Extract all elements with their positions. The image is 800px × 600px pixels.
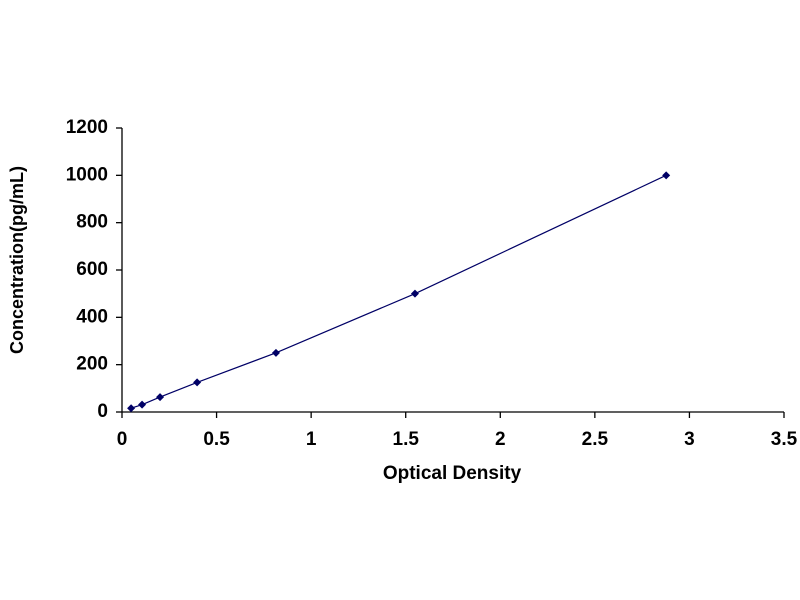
x-tick-label: 2.5	[582, 429, 609, 450]
data-point	[127, 404, 136, 413]
data-point	[156, 393, 165, 402]
y-tick-label: 1000	[66, 164, 108, 185]
data-point	[193, 378, 202, 387]
x-tick-label: 1.5	[393, 429, 420, 450]
fit-line	[130, 174, 667, 409]
x-axis-title: Optical Density	[383, 463, 522, 484]
x-tick-label: 3.5	[771, 429, 798, 450]
y-tick-label: 200	[76, 354, 108, 375]
data-point	[138, 400, 147, 409]
x-tick-label: 0	[117, 429, 128, 450]
x-tick-label: 2	[495, 429, 506, 450]
data-point	[271, 348, 280, 357]
x-tick-label: 3	[684, 429, 695, 450]
data-point	[410, 289, 419, 298]
y-tick-label: 0	[97, 401, 108, 422]
x-tick-label: 0.5	[203, 429, 230, 450]
data-point	[662, 171, 671, 180]
y-tick-label: 400	[76, 306, 108, 327]
y-tick-label: 800	[76, 212, 108, 233]
y-tick-label: 1200	[66, 117, 108, 138]
y-tick-label: 600	[76, 259, 108, 280]
y-axis-title: Concentration(pg/mL)	[7, 166, 27, 354]
x-tick-label: 1	[306, 429, 317, 450]
